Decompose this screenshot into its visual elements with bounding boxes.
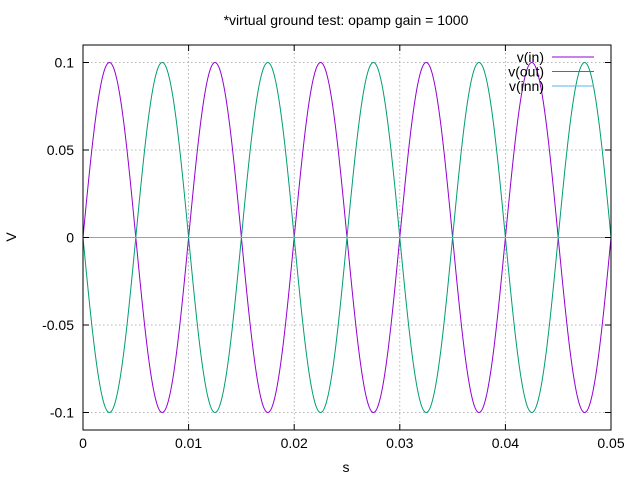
y-tick-label: 0.05: [47, 142, 74, 158]
y-axis-label: V: [3, 232, 19, 242]
x-tick-label: 0.02: [281, 435, 308, 451]
y-tick-label: -0.1: [50, 405, 74, 421]
legend-label-v-out: v(out): [508, 64, 544, 80]
tick-labels: 0 0.01 0.02 0.03 0.04 0.05 -0.1 -0.05 0 0.05 0.1: [42, 55, 625, 452]
legend-label-v-inn: v(inn): [509, 78, 544, 94]
x-axis-label: s: [343, 459, 350, 475]
chart-title: *virtual ground test: opamp gain = 1000: [224, 12, 469, 28]
series-layer: [82, 61, 612, 414]
x-tick-label: 0.04: [492, 435, 519, 451]
x-tick-label: 0.01: [175, 435, 202, 451]
x-tick-label: 0: [79, 435, 87, 451]
y-tick-label: 0: [66, 230, 74, 246]
legend-label-v-in: v(in): [517, 49, 544, 65]
legend: v(in)v(out)v(inn): [508, 49, 594, 94]
y-tick-label: 0.1: [55, 55, 75, 71]
ticks: [82, 45, 612, 430]
x-tick-label: 0.05: [597, 435, 624, 451]
y-tick-label: -0.05: [42, 317, 74, 333]
x-tick-label: 0.03: [386, 435, 413, 451]
